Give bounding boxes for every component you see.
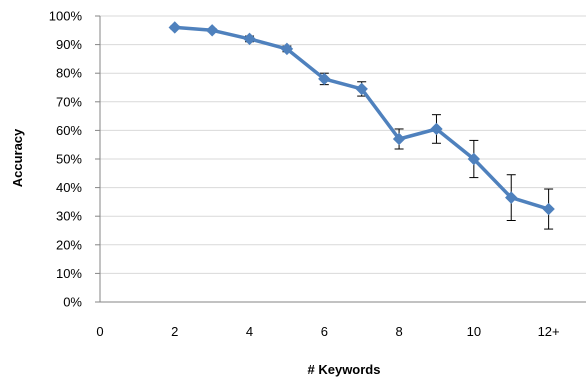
x-tick-label: 2 <box>171 324 178 339</box>
x-tick-label: 6 <box>321 324 328 339</box>
x-tick-label: 10 <box>467 324 481 339</box>
grid <box>100 15 586 274</box>
x-tick-label: 0 <box>96 324 103 339</box>
axes <box>95 15 586 303</box>
data-point <box>392 132 406 146</box>
y-tick-label: 10% <box>56 266 82 281</box>
x-tick-label: 8 <box>395 324 402 339</box>
data-markers <box>168 21 555 216</box>
data-point <box>505 191 518 204</box>
error-bars <box>170 25 554 230</box>
y-tick-label: 90% <box>56 37 82 52</box>
data-point <box>318 72 331 86</box>
data-point <box>355 82 368 96</box>
data-point <box>542 202 555 216</box>
y-tick-label: 70% <box>56 94 82 109</box>
series-line-0 <box>173 25 551 211</box>
y-tick-label: 0% <box>63 295 82 310</box>
data-point <box>243 32 256 46</box>
y-tick-label: 80% <box>56 66 82 81</box>
x-axis-title: # Keywords <box>308 362 381 377</box>
series-lines <box>173 25 551 211</box>
data-point <box>205 24 219 37</box>
data-point <box>280 42 294 56</box>
y-tick-label: 100% <box>49 9 83 24</box>
data-point <box>168 21 181 34</box>
data-point <box>430 122 443 136</box>
y-tick-label: 20% <box>56 237 82 252</box>
y-tick-label: 50% <box>56 152 82 167</box>
x-tick-label: 4 <box>246 324 253 339</box>
y-tick-label: 40% <box>56 180 82 195</box>
y-tick-label: 30% <box>56 209 82 224</box>
x-tick-label: 12+ <box>538 324 560 339</box>
x-tick-labels: 0 2 4 6 8 10 12+ <box>96 324 559 339</box>
y-tick-label: 60% <box>56 123 82 138</box>
data-point <box>467 152 481 166</box>
y-axis-title: Accuracy <box>10 128 25 187</box>
y-tick-labels: 0% 10% 20% 30% 40% 50% 60% 70% 80% 90% 100% <box>49 9 83 310</box>
